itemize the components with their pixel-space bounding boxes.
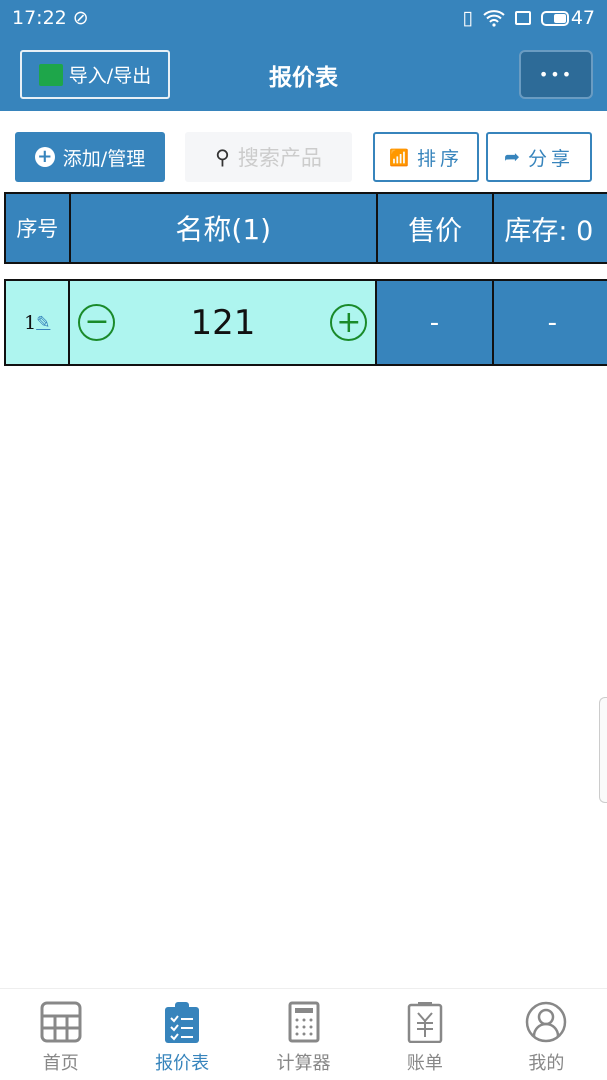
table-row[interactable]: 1 ✎ − 121 + - - bbox=[4, 279, 607, 366]
search-placeholder: 搜索产品 bbox=[237, 146, 322, 170]
row-index: 1 bbox=[24, 311, 37, 334]
nav-item-bills[interactable]: 账单 bbox=[364, 989, 485, 1080]
nav-item-quote[interactable]: 报价表 bbox=[121, 989, 242, 1080]
plus-circle-icon[interactable]: + bbox=[330, 304, 368, 341]
nav-label: 报价表 bbox=[155, 1053, 210, 1074]
more-button[interactable]: ••• bbox=[519, 50, 593, 99]
sort-button[interactable]: 📶 排序 bbox=[373, 132, 479, 182]
side-drawer-handle[interactable] bbox=[599, 697, 607, 803]
nav-item-calculator[interactable]: 计算器 bbox=[243, 989, 364, 1080]
import-export-label: 导入/导出 bbox=[68, 65, 152, 87]
page-title: 报价表 bbox=[269, 65, 338, 91]
row-stock: - bbox=[547, 307, 557, 338]
nav-label: 首页 bbox=[42, 1053, 79, 1074]
grid-icon bbox=[40, 1001, 82, 1043]
excel-icon bbox=[38, 63, 63, 86]
row-index-cell: 1 ✎ bbox=[6, 281, 71, 364]
header-stock[interactable]: 库存: 0 bbox=[504, 215, 594, 247]
header-index: 序号 bbox=[6, 194, 71, 262]
plus-circle-icon: + bbox=[34, 147, 55, 167]
status-time: 17:22 bbox=[12, 7, 67, 29]
user-icon bbox=[526, 1001, 567, 1043]
minus-circle-icon[interactable]: − bbox=[78, 304, 116, 341]
calculator-icon bbox=[288, 1001, 320, 1043]
clipboard-icon bbox=[165, 1002, 200, 1043]
battery-icon bbox=[540, 10, 569, 26]
search-icon: ⚲ bbox=[215, 145, 230, 169]
nav-label: 计算器 bbox=[276, 1053, 331, 1074]
wifi-icon bbox=[483, 10, 505, 27]
share-arrow-icon: ➦ bbox=[504, 146, 520, 168]
chart-icon: 📶 bbox=[389, 147, 409, 167]
import-export-button[interactable]: 导入/导出 bbox=[20, 50, 170, 99]
add-manage-label: 添加/管理 bbox=[62, 147, 146, 170]
nav-label: 账单 bbox=[406, 1053, 443, 1074]
row-name: 121 bbox=[190, 302, 256, 343]
bill-icon bbox=[407, 1002, 443, 1043]
app-header: 17:22 ⊘ ▯ 47 导入/导出 报价表 ••• bbox=[0, 0, 607, 111]
check-circle-icon: ⊘ bbox=[72, 7, 89, 29]
vibrate-icon: ▯ bbox=[462, 7, 473, 29]
share-label: 分享 bbox=[527, 147, 574, 170]
header-price[interactable]: 售价 bbox=[378, 194, 495, 262]
nav-item-home[interactable]: 首页 bbox=[0, 989, 121, 1080]
header-name[interactable]: 名称(1) bbox=[71, 194, 378, 262]
table-header: 序号 名称(1) 售价 库存: 0 bbox=[4, 192, 607, 264]
row-price: - bbox=[377, 281, 494, 364]
sim-icon bbox=[514, 11, 531, 25]
share-button[interactable]: ➦ 分享 bbox=[486, 132, 592, 182]
bottom-nav: 首页 报价表 计算器 账单 我的 bbox=[0, 988, 607, 1080]
battery-level: 47 bbox=[570, 7, 595, 29]
nav-item-mine[interactable]: 我的 bbox=[486, 989, 607, 1080]
add-manage-button[interactable]: + 添加/管理 bbox=[15, 132, 165, 182]
sort-label: 排序 bbox=[416, 147, 463, 170]
status-bar: 17:22 ⊘ ▯ 47 bbox=[12, 5, 595, 31]
edit-pencil-icon[interactable]: ✎ bbox=[36, 312, 51, 333]
row-name-cell: − 121 + bbox=[70, 281, 378, 364]
search-input[interactable]: ⚲ 搜索产品 bbox=[185, 132, 352, 182]
nav-label: 我的 bbox=[528, 1053, 565, 1074]
